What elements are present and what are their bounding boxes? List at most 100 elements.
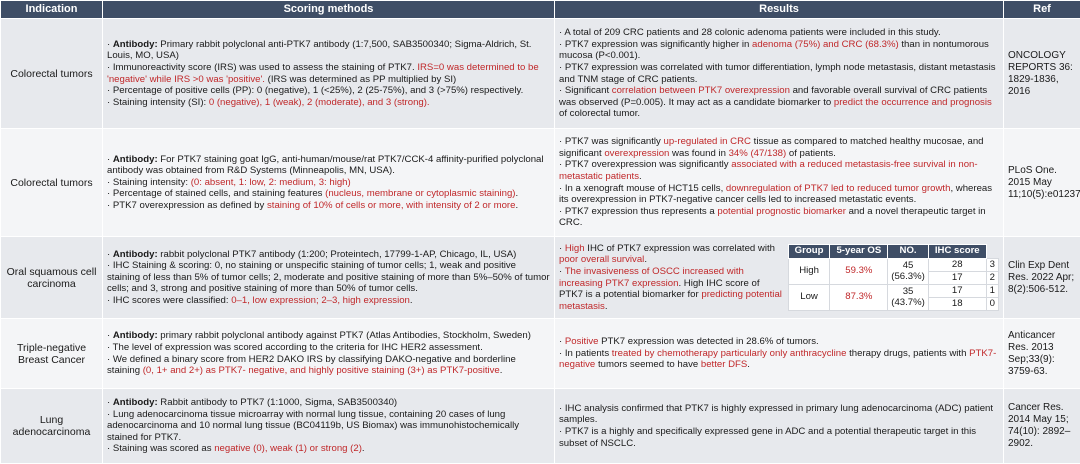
bullet-paragraph: · Significant correlation between PTK7 o…	[559, 85, 999, 120]
ihc-sub-no: 18	[927, 296, 987, 311]
highlight-text: adenoma (75%) and CRC (68.3%)	[752, 38, 899, 50]
body-text: , whereas its overexpression in PTK7-neg…	[559, 182, 993, 206]
ihc-no-pct: (56.3%)	[891, 271, 925, 283]
header-scoring-methods: Scoring methods	[102, 0, 555, 19]
ihc-score: 2	[985, 270, 1000, 285]
body-text: and favorable overall survival of CRC pa…	[559, 85, 988, 108]
bullet-paragraph: · Antibody: For PTK7 staining goat IgG, …	[107, 154, 550, 177]
bullet-paragraph: · The invasiveness of OSCC increased wit…	[559, 266, 784, 312]
body-text: ·	[107, 153, 113, 165]
body-text: and a novel therapeutic target in CRC.	[559, 205, 986, 229]
body-text: · PTK7 overexpression was significantly	[559, 159, 732, 171]
scoring-cell: · Antibody: Rabbit antibody to PTK7 (1:1…	[102, 388, 555, 464]
body-text: · Immunoreactivity score (IRS) was used …	[107, 61, 418, 73]
bullet-paragraph: · Antibody: Rabbit antibody to PTK7 (1:1…	[107, 397, 550, 409]
ihc-header-no: NO.	[887, 243, 929, 259]
ref-cell: Clin Exp Dent Res. 2022 Apr; 8(2):506-51…	[1003, 236, 1080, 319]
label-text: Antibody:	[112, 248, 158, 260]
ihc-sub-no: 17	[927, 283, 987, 298]
highlight-text: potential prognostic biomarker	[717, 205, 846, 217]
ihc-group: High	[787, 257, 831, 285]
ref-cell: Cancer Res. 2014 May 15; 74(10): 2892–29…	[1003, 388, 1080, 464]
bullet-paragraph: · The level of expression was scored acc…	[107, 342, 550, 354]
body-text: ·	[559, 242, 565, 254]
highlight-text: predict the occurrence and prognosis	[833, 96, 992, 108]
body-text: was found in	[669, 147, 729, 159]
body-text: .	[515, 188, 519, 200]
highlight-text: better DFS	[700, 359, 748, 371]
label-text: Antibody:	[112, 330, 158, 342]
header-ref: Ref	[1003, 0, 1080, 19]
results-cell: · High IHC of PTK7 expression was correl…	[554, 236, 1004, 319]
bullet-paragraph: · Positive PTK7 expression was detected …	[559, 336, 999, 348]
body-text: · Significant	[559, 85, 612, 97]
bullet-paragraph: · Staining intensity: (0: absent, 1: low…	[107, 177, 550, 189]
highlight-text: (0: absent, 1: low, 2: medium, 3: high)	[190, 176, 351, 188]
body-text: .	[361, 443, 365, 455]
highlight-text: treated by chemotherapy particularly onl…	[611, 347, 847, 359]
bullet-paragraph: · Staining was scored as negative (0), w…	[107, 443, 550, 455]
bullet-paragraph: · PTK7 was significantly up-regulated in…	[559, 136, 999, 159]
table-row: Triple-negative Breast Cancer · Antibody…	[0, 318, 1080, 389]
body-text: .	[644, 254, 647, 266]
body-text: · PTK7 is a highly and specifically expr…	[559, 426, 977, 449]
highlight-text: (0, 1+ and 2+) as PTK7- negative, and hi…	[142, 365, 500, 377]
body-text: · Lung adenocarcinoma tissue microarray …	[107, 408, 520, 443]
ihc-os: 87.3%	[829, 283, 889, 311]
ihc-sub-no: 17	[927, 270, 987, 285]
body-text: of colorectal tumor.	[559, 108, 641, 120]
highlight-text: 0 (negative), 1 (weak), 2 (moderate), an…	[208, 96, 430, 108]
body-text: · Percentage of stained cells, and stain…	[107, 188, 326, 200]
bullet-paragraph: · A total of 209 CRC patients and 28 col…	[559, 27, 999, 39]
results-cell: · Positive PTK7 expression was detected …	[554, 318, 1004, 389]
indication-cell: Colorectal tumors	[0, 128, 103, 237]
body-text: rabbit polyclonal PTK7 antibody (1:200; …	[157, 248, 517, 260]
highlight-text: up-regulated in CRC	[663, 136, 751, 148]
ihc-header-score: IHC score	[927, 243, 987, 259]
body-text: · We defined a binary score from HER2 DA…	[107, 353, 516, 377]
bullet-paragraph: · We defined a binary score from HER2 DA…	[107, 354, 550, 377]
body-text: than in nontumorous mucosa (P<0.001).	[559, 38, 989, 62]
bullet-paragraph: · PTK7 expression thus represents a pote…	[559, 206, 999, 229]
body-text: ·	[559, 336, 565, 348]
highlight-text: 34% (47/138)	[728, 147, 787, 159]
bullet-paragraph: · Antibody: primary rabbit polyclonal an…	[107, 330, 550, 342]
ref-cell: ONCOLOGY REPORTS 36: 1829-1836, 2016	[1003, 18, 1080, 129]
body-text: · The level of expression was scored acc…	[107, 341, 483, 353]
bullet-paragraph: · PTK7 is a highly and specifically expr…	[559, 426, 999, 449]
highlight-text: PTK7-negative	[559, 347, 997, 371]
bullet-paragraph: · High IHC of PTK7 expression was correl…	[559, 243, 784, 266]
body-text: · IHC scores were classified:	[107, 294, 232, 306]
body-text: PTK7 expression was detected in 28.6% of…	[598, 336, 819, 348]
bullet-paragraph: · IHC analysis confirmed that PTK7 is hi…	[559, 403, 999, 426]
body-text: · In a xenograft mouse of HCT15 cells,	[559, 182, 726, 194]
ihc-score: 0	[985, 296, 1000, 311]
body-text: tumors seemed to have	[595, 359, 701, 371]
ihc-no-count: 35	[902, 285, 914, 297]
results-cell: · PTK7 was significantly up-regulated in…	[554, 128, 1004, 237]
bullet-paragraph: · PTK7 overexpression as defined by stai…	[107, 200, 550, 212]
body-text: . High IHC score of PTK7 is a potential …	[559, 277, 760, 301]
bullet-paragraph: · IHC scores were classified: 0–1, low e…	[107, 295, 550, 307]
body-text: · IHC analysis confirmed that PTK7 is hi…	[559, 402, 994, 426]
ihc-os: 59.3%	[829, 257, 889, 285]
results-cell: · IHC analysis confirmed that PTK7 is hi…	[554, 388, 1004, 464]
ihc-group: Low	[787, 283, 831, 311]
body-text: · Staining was scored as	[107, 443, 215, 455]
ihc-sub-no: 28	[927, 257, 987, 272]
highlight-text: 0–1, low expression; 2–3, high expressio…	[231, 294, 410, 306]
body-text: For PTK7 staining goat IgG, anti-human/m…	[107, 153, 544, 177]
ihc-no-pct: (43.7%)	[891, 297, 925, 309]
body-text: of patients.	[786, 147, 836, 159]
ihc-header-os: 5-year OS	[829, 243, 889, 259]
body-text: .	[515, 199, 519, 211]
body-text: .	[747, 359, 750, 371]
highlight-text: staining of 10% of cells or more, with i…	[266, 199, 516, 211]
ihc-no-total: 45 (56.3%)	[887, 257, 929, 285]
body-text: ·	[107, 248, 113, 260]
bullet-paragraph: · PTK7 expression was correlated with tu…	[559, 62, 999, 85]
scoring-cell: · Antibody: rabbit polyclonal PTK7 antib…	[102, 236, 555, 319]
ref-cell: Anticancer Res. 2013 Sep;33(9): 3759-63.	[1003, 318, 1080, 389]
highlight-text: downregulation of PTK7 led to reduced tu…	[725, 182, 951, 194]
